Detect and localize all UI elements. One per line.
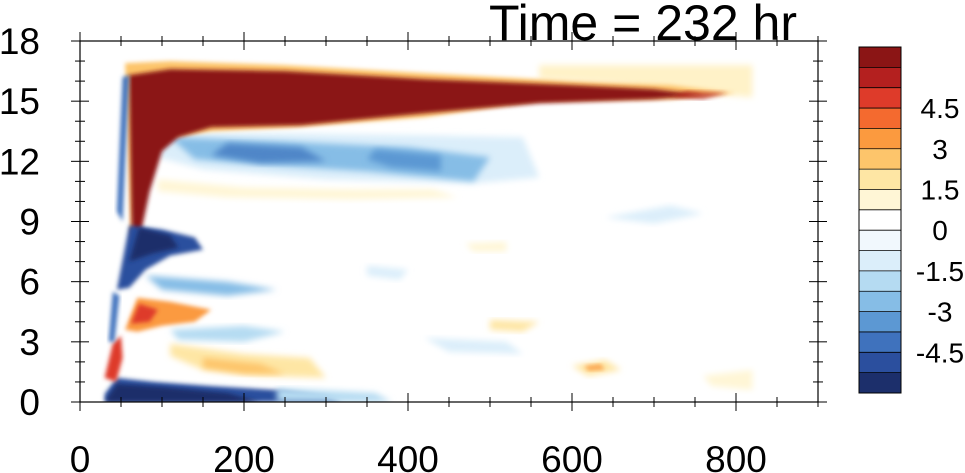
colorbar-box <box>859 169 901 190</box>
y-tick-label: 3 <box>19 322 40 363</box>
colorbar-label: -3 <box>928 297 953 328</box>
colorbar: 4.5 3 1.5 0 -1.5 -3 -4.5 <box>858 46 964 394</box>
colorbar-box <box>859 108 901 129</box>
colorbar-box <box>859 128 901 150</box>
y-tick-label: 12 <box>0 141 40 182</box>
colorbar-box <box>859 372 901 394</box>
colorbar-box <box>859 47 901 68</box>
colorbar-box <box>859 331 901 353</box>
y-tick-label: 0 <box>19 382 40 423</box>
field-speckle-6 <box>604 205 704 224</box>
field-left-blue-streak <box>116 75 130 222</box>
field-speckle-8 <box>367 265 408 280</box>
field-low-orange-band <box>203 357 285 374</box>
colorbar-label: 3 <box>932 134 948 165</box>
field-speckle-2 <box>584 363 605 371</box>
colorbar-box <box>859 311 901 333</box>
x-tick-label: 200 <box>213 439 275 473</box>
field-speckle-4 <box>703 369 753 390</box>
colorbar-box <box>859 67 901 89</box>
field-surface-blue-core <box>106 383 261 402</box>
field-red-core-4-inner <box>130 303 158 324</box>
colorbar-box <box>859 87 901 109</box>
colorbar-box <box>859 352 901 374</box>
colorbar-label: 0 <box>932 215 948 246</box>
field-left-blue-lower <box>108 291 120 342</box>
field-red-dark-edge <box>670 91 728 100</box>
y-tick-label: 9 <box>19 202 40 243</box>
field-surface-blue-tail <box>276 388 392 402</box>
field-blue-band-12-core <box>211 143 326 164</box>
colorbar-label: 4.5 <box>921 93 960 124</box>
field-speckle-7 <box>465 241 507 252</box>
x-tick-label: 800 <box>705 439 767 473</box>
heatmap-field <box>104 61 753 402</box>
x-tick-label: 600 <box>541 439 603 473</box>
field-blue-mid-light <box>145 275 277 296</box>
field-mid-blue-1 <box>170 325 285 342</box>
colorbar-label: 1.5 <box>921 174 960 205</box>
y-tick-label: 6 <box>19 262 40 303</box>
colorbar-box <box>859 189 901 211</box>
field-warm-band-10 <box>157 179 458 200</box>
field-low-red <box>104 335 123 382</box>
colorbar-frame <box>858 46 902 394</box>
plot-area: 0 200 400 600 800 0 3 6 9 12 15 18 <box>0 21 827 473</box>
y-tick-label: 15 <box>0 81 40 122</box>
colorbar-box <box>859 250 901 272</box>
colorbar-box <box>859 270 901 292</box>
field-blue-band-12-core-2 <box>367 149 441 172</box>
axes: 0 200 400 600 800 0 3 6 9 12 15 18 <box>0 21 827 473</box>
field-blue-mid-6to9-core <box>129 227 179 262</box>
chart-title: Time = 232 hr <box>489 0 797 51</box>
field-speckle-3 <box>490 319 540 332</box>
field-low-warm-band <box>170 343 326 378</box>
field-red-band-main <box>129 69 704 272</box>
field-speckle-5 <box>424 337 523 354</box>
colorbar-box <box>859 148 901 170</box>
colorbar-box <box>859 209 901 231</box>
colorbar-box <box>859 291 901 312</box>
colorbar-label: -1.5 <box>916 256 964 287</box>
x-tick-label: 0 <box>70 439 91 473</box>
colorbar-label: -4.5 <box>916 337 964 368</box>
x-tick-label: 400 <box>377 439 439 473</box>
y-tick-label: 18 <box>0 21 40 62</box>
colorbar-box <box>859 230 901 251</box>
